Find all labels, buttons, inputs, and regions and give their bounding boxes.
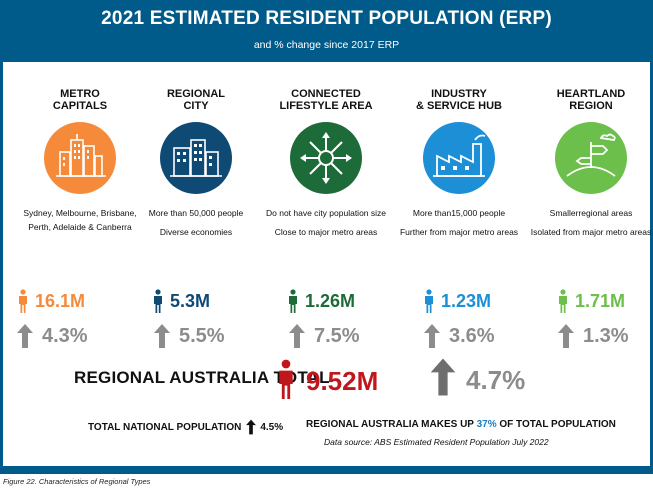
- category-description: Smallerregional areas Isolated from majo…: [530, 208, 652, 237]
- figure-caption: Figure 22. Characteristics of Regional T…: [3, 477, 151, 486]
- category-heartland: HEARTLAND REGION Smallerregional areas I…: [529, 88, 653, 244]
- person-icon: [289, 289, 297, 313]
- regional-total-label: REGIONAL AUSTRALIA TOTAL: [74, 368, 330, 387]
- arrow-up-icon: [154, 324, 170, 348]
- bottom-border: [0, 466, 653, 474]
- arrow-up-icon: [17, 324, 33, 348]
- population-industry: 1.23M: [423, 288, 491, 314]
- category-connected-lifestyle: CONNECTED LIFESTYLE AREA: [264, 88, 388, 244]
- population-heartland: 1.71M: [557, 288, 625, 314]
- regional-total-change: 4.7%: [466, 365, 526, 395]
- category-industry-hub: INDUSTRY & SERVICE HUB More than15,000 p…: [397, 88, 521, 244]
- factory-icon: [423, 122, 495, 194]
- category-description: More than 50,000 people Diverse economie…: [148, 208, 244, 237]
- change-heartland: 1.3%: [557, 322, 629, 350]
- person-icon: [279, 359, 293, 399]
- infographic-subtitle: and % change since 2017 ERP: [253, 39, 400, 51]
- category-title: HEARTLAND REGION: [556, 88, 626, 112]
- person-icon: [154, 289, 162, 313]
- category-metro-capitals: METRO CAPITALS Sydney, Melbourne, Brisba…: [18, 88, 142, 239]
- arrows-network-icon: [290, 122, 362, 194]
- arrow-up-icon: [289, 324, 305, 348]
- arrow-up-icon: [424, 324, 440, 348]
- header-banner: [0, 0, 653, 62]
- city-buildings-icon: [160, 122, 232, 194]
- arrow-up-icon: [430, 358, 456, 396]
- data-source: Data source: ABS Estimated Resident Popu…: [324, 437, 549, 447]
- person-icon: [19, 289, 27, 313]
- category-title: REGIONAL CITY: [166, 88, 226, 112]
- category-description: More than15,000 people Further from majo…: [399, 208, 519, 237]
- change-metro: 4.3%: [16, 322, 88, 350]
- category-title: CONNECTED LIFESTYLE AREA: [279, 88, 373, 112]
- category-description: Sydney, Melbourne, Brisbane, Perth, Adel…: [23, 208, 137, 232]
- change-industry: 3.6%: [423, 322, 495, 350]
- national-population: TOTAL NATIONAL POPULATION 4.5%: [88, 419, 283, 435]
- category-title: METRO CAPITALS: [52, 88, 108, 112]
- person-icon: [425, 289, 433, 313]
- regional-share-statement: REGIONAL AUSTRALIA MAKES UP 37% OF TOTAL…: [306, 419, 616, 430]
- category-title: INDUSTRY & SERVICE HUB: [416, 88, 502, 112]
- category-regional-city: REGIONAL CITY More than 50,000 people Di…: [134, 88, 258, 244]
- population-metro: 16.1M: [17, 288, 85, 314]
- regional-total-value: 9.52M: [306, 366, 379, 396]
- arrow-up-icon: [558, 324, 574, 348]
- signpost-hill-icon: [555, 122, 627, 194]
- city-skyline-icon: [44, 122, 116, 194]
- change-connected: 7.5%: [288, 322, 360, 350]
- person-icon: [559, 289, 567, 313]
- arrow-up-icon: [246, 419, 257, 435]
- change-regional-city: 5.5%: [153, 322, 225, 350]
- infographic-title: 2021 ESTIMATED RESIDENT POPULATION (ERP): [101, 8, 552, 29]
- population-connected: 1.26M: [287, 288, 355, 314]
- population-regional-city: 5.3M: [152, 288, 210, 314]
- category-description: Do not have city population size Close t…: [265, 208, 387, 237]
